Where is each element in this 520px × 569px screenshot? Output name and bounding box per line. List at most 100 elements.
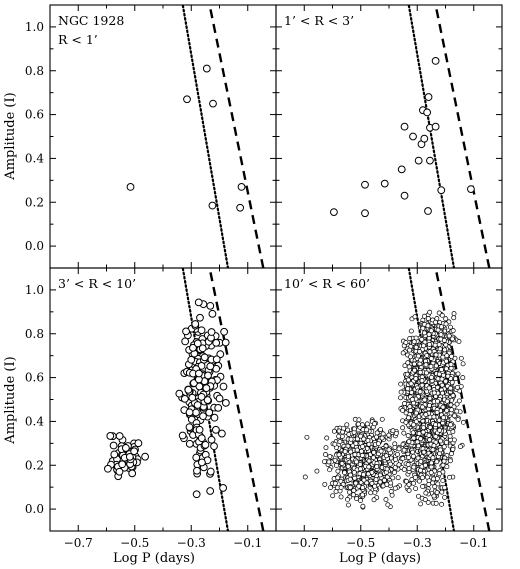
data-point — [428, 470, 434, 476]
data-point — [115, 432, 124, 440]
data-point — [366, 441, 372, 447]
data-point — [386, 447, 392, 453]
data-point — [408, 328, 414, 334]
data-points — [330, 56, 475, 218]
data-point — [361, 477, 367, 483]
y-tick-label: 0.0 — [25, 502, 44, 516]
data-point — [421, 425, 426, 431]
data-point — [395, 451, 400, 457]
data-point — [189, 343, 197, 352]
data-point — [418, 436, 424, 442]
data-point — [207, 435, 216, 444]
data-point — [456, 398, 462, 404]
data-point — [410, 430, 416, 436]
data-point — [402, 363, 408, 369]
data-point — [202, 64, 211, 73]
data-point — [418, 467, 423, 473]
data-point — [425, 499, 431, 505]
data-point — [407, 404, 413, 410]
data-point — [400, 407, 406, 413]
data-point — [443, 316, 449, 322]
data-point — [130, 447, 139, 456]
data-point — [417, 349, 423, 355]
data-point — [411, 435, 417, 441]
x-axis-title-right: Log P (days) — [339, 551, 421, 566]
data-points — [126, 64, 246, 212]
data-point — [411, 361, 417, 367]
y-tick-label: 0.2 — [25, 195, 44, 209]
data-point — [335, 475, 341, 481]
data-point — [439, 382, 445, 388]
data-point — [416, 493, 421, 499]
data-point — [197, 392, 206, 401]
data-point — [209, 99, 217, 108]
x-tick-label: −0.3 — [177, 536, 206, 550]
data-point — [361, 180, 369, 189]
data-point — [435, 376, 441, 382]
data-point — [428, 328, 434, 334]
data-point — [197, 326, 206, 335]
data-point — [397, 165, 406, 174]
panel-frame — [275, 4, 503, 269]
data-point — [433, 352, 439, 358]
data-point — [180, 394, 189, 403]
data-point — [400, 191, 409, 200]
data-point — [447, 474, 452, 480]
data-point — [400, 350, 406, 356]
data-point — [431, 443, 437, 449]
data-points — [302, 309, 466, 510]
data-point — [446, 333, 452, 339]
data-point — [372, 483, 378, 489]
data-point — [390, 428, 396, 434]
data-point — [427, 395, 433, 401]
data-point — [454, 408, 460, 414]
data-point — [455, 417, 461, 422]
data-point — [348, 449, 354, 455]
data-point — [340, 429, 345, 435]
data-point — [396, 446, 402, 452]
data-point — [412, 367, 418, 373]
data-point — [423, 108, 432, 117]
data-point — [431, 476, 437, 482]
data-point — [206, 467, 215, 476]
data-point — [195, 425, 204, 434]
data-point — [406, 415, 412, 421]
data-point — [405, 360, 411, 366]
data-point — [426, 331, 432, 337]
data-point — [435, 481, 441, 487]
panel-p2: 1’ < R < 3’ — [275, 4, 503, 269]
data-point — [379, 416, 385, 422]
data-point — [450, 328, 456, 334]
data-point — [422, 497, 428, 503]
data-point — [440, 478, 446, 484]
data-point — [417, 369, 423, 375]
data-point — [422, 397, 428, 403]
data-point — [361, 209, 369, 218]
data-point — [371, 497, 377, 503]
data-point — [454, 401, 460, 407]
data-point — [354, 436, 360, 442]
data-point — [449, 379, 455, 385]
data-point — [350, 492, 356, 498]
panel-label: 1’ < R < 3’ — [284, 13, 354, 28]
data-point — [421, 449, 427, 455]
data-point — [410, 453, 416, 459]
data-point — [451, 437, 457, 443]
data-point — [206, 301, 215, 310]
panel-label: R < 1’ — [58, 32, 98, 47]
data-point — [449, 353, 454, 359]
data-point — [400, 456, 406, 461]
data-point — [355, 421, 361, 427]
data-point — [435, 327, 441, 333]
data-point — [439, 324, 444, 330]
data-point — [413, 335, 419, 341]
data-point — [206, 362, 215, 371]
x-tick-label: −0.1 — [459, 536, 488, 550]
dashed-reference-line — [208, 5, 265, 268]
y-axis-title: Amplitude (I) Amplitude (I) — [3, 92, 18, 444]
data-point — [181, 337, 190, 346]
data-point — [434, 459, 440, 465]
data-point — [359, 452, 365, 458]
data-point — [358, 448, 364, 454]
data-point — [415, 353, 421, 359]
